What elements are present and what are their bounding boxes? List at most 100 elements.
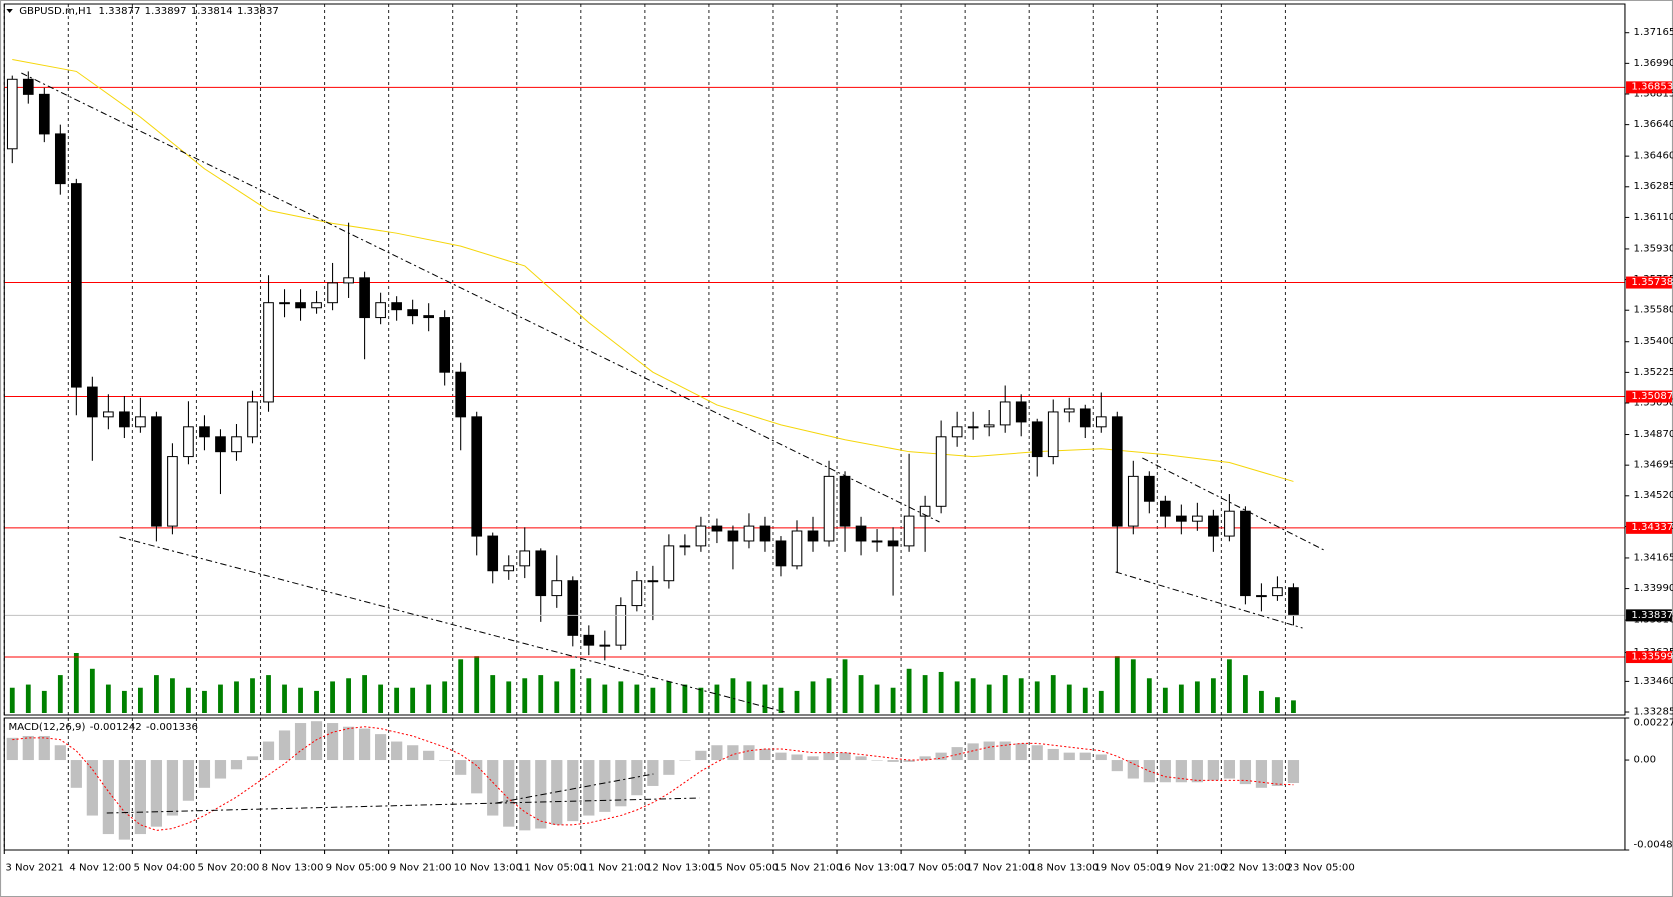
volume-bar [506, 681, 512, 713]
volume-bar [1162, 687, 1168, 713]
x-tick-label: 4 Nov 12:00 [69, 863, 131, 874]
bar-open: 1.33877 [99, 6, 141, 17]
candle-body [407, 309, 418, 317]
candle-body [551, 580, 563, 597]
volume-bar [698, 687, 704, 713]
bar-close: 1.33837 [237, 6, 279, 17]
macd-bar [182, 760, 195, 801]
macd-bar [471, 760, 483, 794]
x-tick-label: 22 Nov 13:00 [1222, 863, 1290, 874]
candle-body [807, 530, 819, 542]
menu-arrow[interactable] [6, 9, 13, 13]
candle-body [535, 550, 547, 597]
candle-body [1176, 515, 1187, 522]
y-tick-label: 0.002272 [1633, 718, 1673, 729]
volume-bar [314, 690, 319, 713]
volume-bar [1210, 678, 1216, 713]
macd-bar [262, 741, 275, 761]
y-tick-label: 1.37165 [1633, 27, 1673, 38]
macd-bar [1079, 752, 1091, 761]
candle-body [391, 302, 402, 311]
candle-body [887, 540, 899, 547]
candle-body [695, 525, 707, 547]
volume-bar [410, 687, 416, 713]
candle-body [935, 436, 947, 507]
x-tick-label: 17 Nov 21:00 [966, 863, 1034, 874]
candle-body [103, 411, 114, 418]
level-label-box [1626, 81, 1672, 94]
x-tick-label: 19 Nov 21:00 [1158, 863, 1226, 874]
x-tick-label: 19 Nov 05:00 [1094, 863, 1162, 874]
y-tick-label: 1.33990 [1633, 583, 1673, 594]
macd-bar [22, 735, 34, 761]
volume-bar [362, 675, 368, 713]
volume-bar [874, 684, 880, 713]
macd-bar [519, 760, 531, 831]
trend-line [119, 536, 785, 713]
candle-body [183, 426, 194, 458]
candle-body [599, 644, 611, 647]
macd-title: MACD(12,26,9) [9, 722, 86, 733]
macd-bar [599, 760, 611, 812]
candle-body [1063, 408, 1075, 413]
level-label: 1.35087 [1631, 391, 1673, 402]
x-tick-label: 18 Nov 13:00 [1030, 863, 1098, 874]
volume-bar [794, 690, 800, 713]
volume-bar [858, 675, 864, 713]
data-layer [4, 59, 1625, 840]
y-tick-label: 1.35050 [1633, 398, 1673, 409]
macd-bar [391, 741, 403, 761]
signal-value: -0.001336 [146, 722, 198, 733]
x-tick-label: 10 Nov 13:00 [454, 863, 522, 874]
x-tick-label: 12 Nov 13:00 [646, 863, 714, 874]
volume-bar [522, 678, 528, 713]
candle-body [1159, 500, 1171, 517]
candle-body [727, 530, 739, 542]
macd-bar [967, 743, 979, 761]
candle-body [871, 540, 883, 543]
macd-bar [567, 760, 579, 822]
x-tick-label: 15 Nov 21:00 [774, 863, 842, 874]
macd-bar [246, 756, 259, 761]
macd-bar [1255, 760, 1268, 788]
trend-line [496, 773, 654, 804]
trend-line [106, 797, 700, 814]
volume-bar [570, 668, 576, 713]
volume-bar [1259, 690, 1264, 713]
level-label-box [1626, 651, 1672, 664]
volume-bar [250, 678, 255, 713]
macd-bar [1047, 748, 1059, 761]
volume-bar [586, 678, 592, 713]
candle-body [22, 78, 34, 95]
x-tick-label: 16 Nov 13:00 [838, 863, 906, 874]
macd-bar [230, 760, 243, 770]
y-tick-label: 1.34695 [1633, 460, 1673, 471]
macd-bar [118, 760, 130, 840]
candle-body [631, 580, 643, 607]
macd-bar [999, 741, 1011, 761]
candle-body [375, 302, 386, 319]
y-tick-label: 1.34870 [1633, 429, 1673, 440]
candle-body [1047, 411, 1059, 458]
volume-bar [778, 687, 784, 713]
macd-bar [807, 756, 819, 761]
volume-bar [474, 656, 480, 713]
bar-high: 1.33897 [145, 6, 187, 17]
candle-body [647, 580, 659, 583]
macd-bar [342, 726, 355, 761]
volume-bar [282, 684, 287, 713]
macd-panel-frame [3, 717, 1626, 851]
trend-line [1115, 571, 1303, 629]
volume-bar [330, 681, 335, 713]
macd-bar [951, 747, 963, 761]
x-tick-label: 11 Nov 21:00 [582, 863, 650, 874]
macd-bar [663, 760, 675, 775]
volume-bar [970, 678, 976, 713]
volume-bar [1146, 678, 1152, 713]
volume-bar [426, 684, 432, 713]
label-layer: 3 Nov 2021 4 Nov 12:00 5 Nov 04:00 5 Nov 20… [3, 27, 1673, 874]
x-tick-label: 17 Nov 05:00 [902, 863, 970, 874]
candle-body [839, 475, 851, 527]
macd-bar [278, 730, 291, 761]
macd-bar [423, 750, 435, 761]
